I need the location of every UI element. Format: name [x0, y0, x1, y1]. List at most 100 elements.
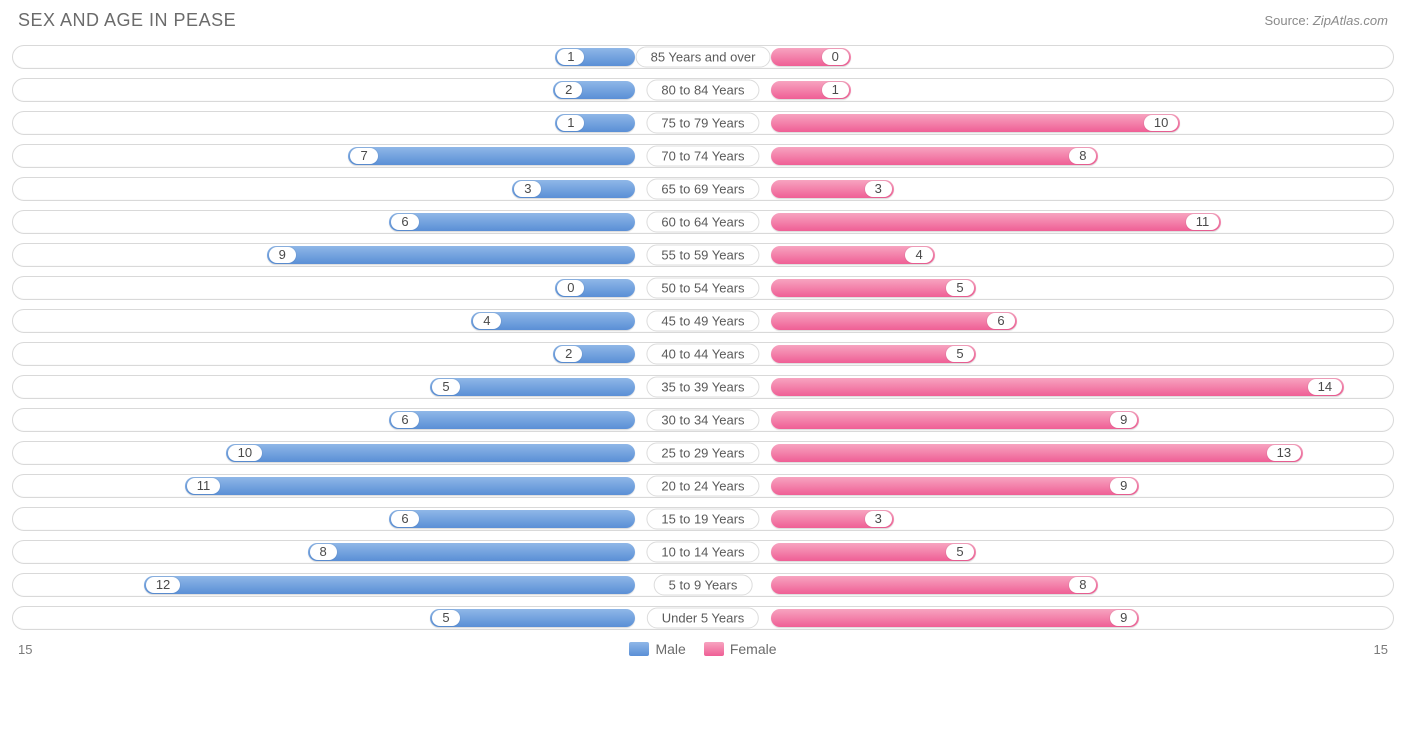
age-category-label: 10 to 14 Years — [646, 542, 759, 563]
pyramid-row: 2 5 40 to 44 Years — [12, 342, 1394, 366]
male-bar: 9 — [267, 246, 635, 264]
age-category-label: 50 to 54 Years — [646, 278, 759, 299]
female-value: 5 — [946, 346, 973, 362]
female-bar: 5 — [771, 345, 976, 363]
pyramid-rows: 1085 Years and over2180 to 84 Years11075… — [12, 45, 1394, 630]
male-bar: 5 — [430, 378, 635, 396]
source-site: ZipAtlas.com — [1313, 13, 1388, 28]
male-value: 9 — [269, 247, 296, 263]
age-category-label: 30 to 34 Years — [646, 410, 759, 431]
male-bar: 6 — [389, 510, 635, 528]
male-value: 1 — [557, 115, 584, 131]
female-bar: 10 — [771, 114, 1180, 132]
male-value: 3 — [514, 181, 541, 197]
female-value: 11 — [1186, 214, 1220, 230]
male-value: 5 — [432, 379, 459, 395]
age-category-label: 40 to 44 Years — [646, 344, 759, 365]
pyramid-row: 11920 to 24 Years — [12, 474, 1394, 498]
pyramid-row: 2 1 80 to 84 Years — [12, 78, 1394, 102]
age-category-label: 25 to 29 Years — [646, 443, 759, 464]
female-bar: 0 — [771, 48, 851, 66]
male-value: 6 — [391, 214, 418, 230]
male-bar: 3 — [512, 180, 635, 198]
female-bar: 4 — [771, 246, 935, 264]
female-value: 3 — [865, 181, 892, 197]
legend-swatch-female — [704, 642, 724, 656]
male-value: 6 — [391, 511, 418, 527]
female-bar: 5 — [771, 279, 976, 297]
pyramid-row: 4 6 45 to 49 Years — [12, 309, 1394, 333]
age-category-label: 35 to 39 Years — [646, 377, 759, 398]
female-value: 13 — [1267, 445, 1301, 461]
male-bar: 6 — [389, 411, 635, 429]
age-category-label: 45 to 49 Years — [646, 311, 759, 332]
pyramid-row: 3 3 65 to 69 Years — [12, 177, 1394, 201]
female-bar: 3 — [771, 180, 894, 198]
male-value: 6 — [391, 412, 418, 428]
age-category-label: Under 5 Years — [647, 608, 759, 629]
pyramid-row: 0 5 50 to 54 Years — [12, 276, 1394, 300]
female-value: 5 — [946, 280, 973, 296]
female-bar: 9 — [771, 411, 1139, 429]
legend-male: Male — [629, 641, 685, 657]
pyramid-row: 1 0 85 Years and over — [12, 45, 1394, 69]
pyramid-row: 61160 to 64 Years — [12, 210, 1394, 234]
age-category-label: 85 Years and over — [636, 47, 771, 68]
age-category-label: 15 to 19 Years — [646, 509, 759, 530]
female-value: 3 — [865, 511, 892, 527]
male-value: 10 — [228, 445, 262, 461]
pyramid-row: 6 9 30 to 34 Years — [12, 408, 1394, 432]
female-value: 9 — [1110, 412, 1137, 428]
female-value: 10 — [1144, 115, 1178, 131]
pyramid-row: 1 10 75 to 79 Years — [12, 111, 1394, 135]
female-value: 9 — [1110, 610, 1137, 626]
age-category-label: 55 to 59 Years — [646, 245, 759, 266]
male-value: 12 — [146, 577, 180, 593]
legend-female-label: Female — [730, 641, 777, 657]
age-category-label: 80 to 84 Years — [646, 80, 759, 101]
pyramid-row: 6 3 15 to 19 Years — [12, 507, 1394, 531]
male-bar: 5 — [430, 609, 635, 627]
age-category-label: 65 to 69 Years — [646, 179, 759, 200]
pyramid-row: 5 14 35 to 39 Years — [12, 375, 1394, 399]
female-bar: 8 — [771, 147, 1098, 165]
female-value: 14 — [1308, 379, 1342, 395]
legend-swatch-male — [629, 642, 649, 656]
age-category-label: 5 to 9 Years — [654, 575, 753, 596]
female-bar: 1 — [771, 81, 851, 99]
male-bar: 11 — [185, 477, 635, 495]
male-bar: 2 — [553, 345, 635, 363]
female-bar: 5 — [771, 543, 976, 561]
male-bar: 1 — [555, 114, 635, 132]
chart-source: Source: ZipAtlas.com — [1264, 13, 1388, 28]
chart-header: SEX AND AGE IN PEASE Source: ZipAtlas.co… — [12, 10, 1394, 31]
male-value: 1 — [557, 49, 584, 65]
female-value: 5 — [946, 544, 973, 560]
male-bar: 0 — [555, 279, 635, 297]
female-bar: 8 — [771, 576, 1098, 594]
pyramid-row: 9 4 55 to 59 Years — [12, 243, 1394, 267]
female-value: 9 — [1110, 478, 1137, 494]
male-bar: 10 — [226, 444, 635, 462]
male-value: 8 — [310, 544, 337, 560]
source-label: Source: — [1264, 13, 1312, 28]
male-value: 11 — [187, 478, 221, 494]
female-bar: 9 — [771, 477, 1139, 495]
age-category-label: 70 to 74 Years — [646, 146, 759, 167]
axis-left-max: 15 — [18, 642, 32, 657]
male-value: 5 — [432, 610, 459, 626]
male-bar: 1 — [555, 48, 635, 66]
female-value: 0 — [822, 49, 849, 65]
age-category-label: 75 to 79 Years — [646, 113, 759, 134]
male-bar: 4 — [471, 312, 635, 330]
female-value: 8 — [1069, 148, 1096, 164]
pyramid-row: 10 13 25 to 29 Years — [12, 441, 1394, 465]
female-value: 4 — [905, 247, 932, 263]
male-bar: 2 — [553, 81, 635, 99]
female-bar: 13 — [771, 444, 1303, 462]
chart-title: SEX AND AGE IN PEASE — [18, 10, 236, 31]
female-bar: 6 — [771, 312, 1017, 330]
female-bar: 9 — [771, 609, 1139, 627]
female-value: 8 — [1069, 577, 1096, 593]
female-bar: 3 — [771, 510, 894, 528]
